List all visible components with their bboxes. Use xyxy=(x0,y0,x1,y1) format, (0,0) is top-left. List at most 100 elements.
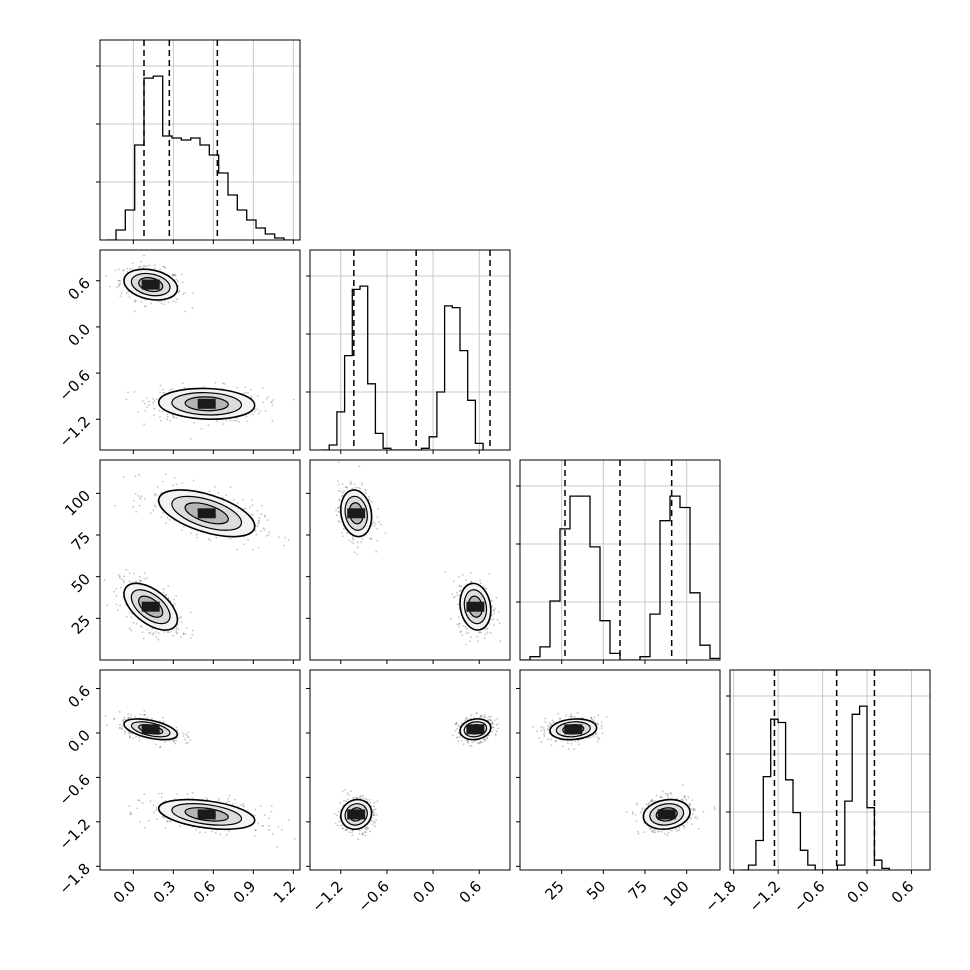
sample-point xyxy=(341,483,344,485)
sample-point xyxy=(687,796,690,799)
sample-point xyxy=(567,748,570,750)
scatter-area xyxy=(105,254,295,440)
sample-point xyxy=(368,799,371,801)
sample-point xyxy=(120,586,122,589)
sample-point xyxy=(483,738,486,740)
sample-point xyxy=(161,480,164,483)
density-core xyxy=(564,724,583,735)
sample-point xyxy=(271,832,274,835)
density-core xyxy=(141,601,160,612)
sample-point xyxy=(360,541,362,544)
sample-point xyxy=(157,632,160,635)
sample-point xyxy=(162,716,165,719)
sample-point xyxy=(337,461,340,463)
sample-point xyxy=(141,400,144,402)
sample-point xyxy=(494,733,497,735)
sample-point xyxy=(364,490,367,492)
sample-point xyxy=(145,305,147,308)
sample-point xyxy=(137,799,140,802)
sample-point xyxy=(175,629,178,632)
sample-point xyxy=(130,616,133,618)
sample-point xyxy=(167,631,169,634)
sample-point xyxy=(268,828,271,831)
sample-point xyxy=(349,480,352,483)
sample-point xyxy=(479,716,482,718)
sample-point xyxy=(357,838,359,841)
sample-point xyxy=(245,415,248,418)
sample-point xyxy=(587,736,589,739)
panel-1-1 xyxy=(306,249,511,454)
sample-point xyxy=(191,629,194,632)
sample-point xyxy=(271,419,274,422)
sample-point xyxy=(122,475,125,478)
sample-point xyxy=(456,623,459,626)
sample-point xyxy=(338,511,341,513)
sample-point xyxy=(458,725,461,728)
sample-point xyxy=(160,516,163,518)
sample-point xyxy=(139,580,142,583)
sample-point xyxy=(363,831,366,833)
sample-point xyxy=(265,398,268,400)
sample-point xyxy=(208,490,211,493)
sample-point xyxy=(454,723,457,726)
sample-point xyxy=(598,737,601,739)
sample-point xyxy=(338,801,341,804)
sample-point xyxy=(342,790,344,793)
sample-point xyxy=(191,306,194,309)
sample-point xyxy=(176,729,179,732)
sample-point xyxy=(254,829,257,832)
sample-point xyxy=(457,732,460,735)
sample-point xyxy=(187,736,190,738)
sample-point xyxy=(143,264,145,267)
sample-point xyxy=(345,828,348,831)
panel-2-1 xyxy=(306,459,511,664)
sample-point xyxy=(162,265,165,268)
sample-point xyxy=(190,532,192,535)
sample-point xyxy=(484,739,487,741)
sample-point xyxy=(128,296,131,298)
sample-point xyxy=(166,820,168,823)
sample-point xyxy=(175,739,177,742)
sample-point xyxy=(146,717,149,719)
sample-point xyxy=(692,809,695,812)
sample-point xyxy=(600,721,603,723)
sample-point xyxy=(143,254,145,257)
sample-point xyxy=(180,636,183,638)
sample-point xyxy=(119,723,121,726)
sample-point xyxy=(148,264,151,266)
sample-point xyxy=(246,420,249,423)
sample-point xyxy=(538,737,540,739)
sample-point xyxy=(169,518,171,521)
sample-point xyxy=(169,419,171,422)
sample-point xyxy=(167,631,169,633)
sample-point xyxy=(159,391,162,394)
sample-point xyxy=(594,732,597,735)
sample-point xyxy=(346,486,348,488)
sample-point xyxy=(153,494,156,497)
sample-point xyxy=(352,538,355,541)
sample-point xyxy=(184,733,187,735)
sample-point xyxy=(225,801,228,804)
y-tick-label: 75 xyxy=(68,528,94,554)
y-tick-label: −0.6 xyxy=(56,771,94,809)
sample-point xyxy=(214,485,216,488)
sample-point xyxy=(119,604,121,607)
sample-point xyxy=(171,388,174,391)
sample-point xyxy=(133,499,135,502)
sample-point xyxy=(174,273,177,276)
sample-point xyxy=(565,714,567,717)
sample-point xyxy=(490,715,492,718)
sample-point xyxy=(356,541,359,544)
panel-2-2 xyxy=(516,459,721,664)
sample-point xyxy=(364,827,366,830)
sample-point xyxy=(129,811,132,814)
sample-point xyxy=(593,716,596,719)
sample-point xyxy=(262,527,265,530)
sample-point xyxy=(250,498,253,501)
sample-point xyxy=(458,590,461,593)
sample-point xyxy=(484,739,486,742)
sample-point xyxy=(479,579,481,582)
sample-point xyxy=(118,285,121,288)
sample-point xyxy=(590,718,593,721)
sample-point xyxy=(359,796,361,799)
